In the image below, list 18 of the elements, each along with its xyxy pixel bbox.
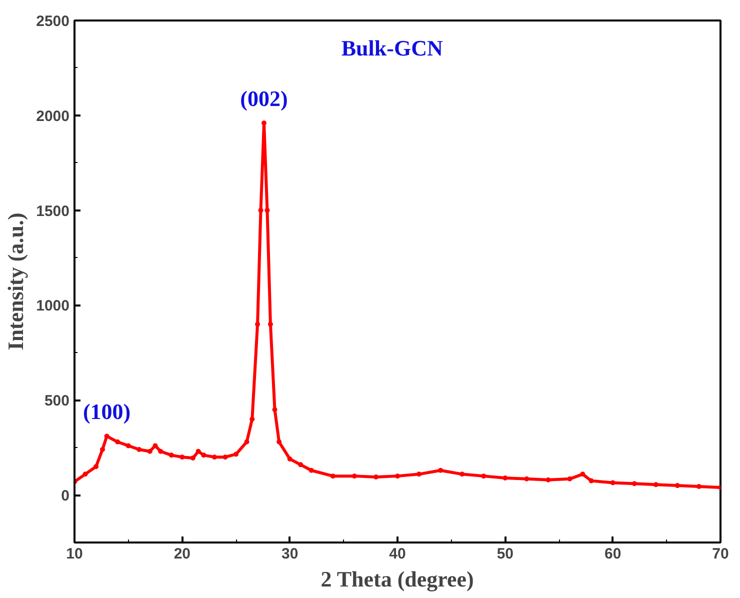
y-tick-label: 2500 [36,13,70,30]
annotation: (002) [240,86,288,111]
y-tick-label: 500 [44,392,70,410]
x-tick-label: 10 [66,546,83,562]
text: Bulk-GCN [341,36,443,60]
y-tick-label: 1500 [36,202,70,220]
y-axis-title: Intensity (a.u.) [3,212,28,350]
x-tick-label: 70 [712,546,729,562]
x-tick-label: 30 [281,546,298,562]
x-tick-label: 20 [174,546,191,562]
y-tick-label: 1000 [36,298,70,315]
x-axis-title: 2 Theta (degree) [320,566,474,592]
y-tick-label: 2000 [36,108,70,125]
x-tick-label: 60 [604,546,622,562]
annotation: (100) [82,399,131,424]
x-tick-label: 40 [389,546,406,562]
x-tick-label: 50 [496,546,514,562]
y-tick-label: 0 [61,488,70,505]
